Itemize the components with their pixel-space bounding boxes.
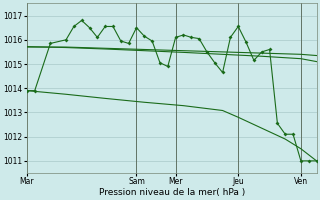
X-axis label: Pression niveau de la mer( hPa ): Pression niveau de la mer( hPa ) bbox=[99, 188, 245, 197]
